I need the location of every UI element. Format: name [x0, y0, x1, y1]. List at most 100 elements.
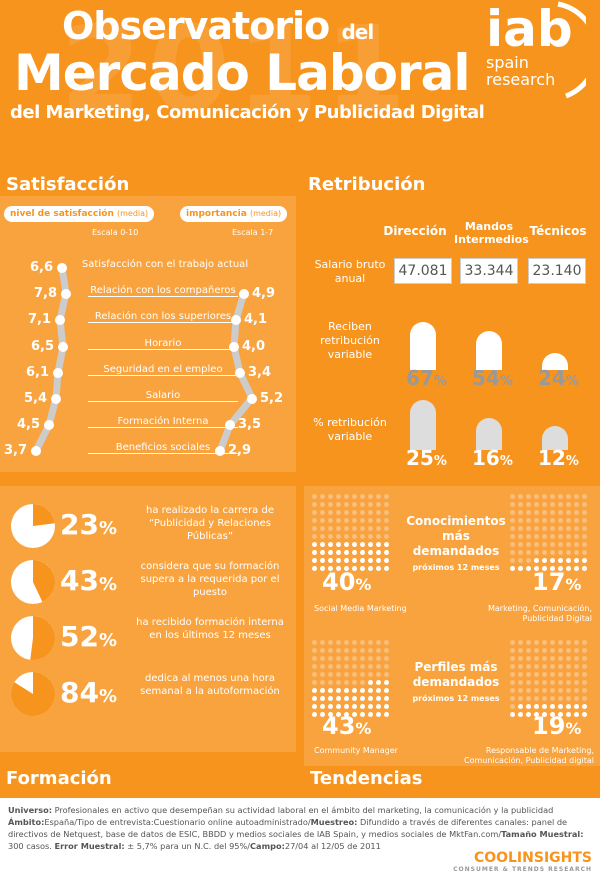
grid-dot — [376, 664, 381, 669]
grid-dot — [368, 640, 373, 645]
title-word-del: del — [341, 20, 374, 44]
iab-logo-arc — [557, 1, 586, 99]
sat-dot — [61, 289, 71, 300]
grid-dot — [384, 502, 389, 507]
tendencias-panel — [304, 486, 600, 766]
grid-dot — [368, 712, 373, 717]
grid-dot — [550, 664, 555, 669]
grid-dot — [360, 648, 365, 653]
grid-dot — [510, 680, 515, 685]
grid-dot — [566, 648, 571, 653]
grid-dot — [376, 672, 381, 677]
grid-dot — [312, 648, 317, 653]
grid-dot — [384, 648, 389, 653]
grid-dot — [312, 558, 317, 563]
variable-bar — [542, 352, 568, 370]
sat-value: 6,6 — [30, 260, 54, 275]
grid-dot — [542, 518, 547, 523]
grid-dot — [526, 494, 531, 499]
grid-dot — [526, 664, 531, 669]
salario-direccion: 47.081 — [394, 258, 452, 284]
grid-dot — [376, 494, 381, 499]
grid-dot — [574, 542, 579, 547]
grid-dot — [566, 502, 571, 507]
grid-dot — [312, 640, 317, 645]
tend-block2-left-label: Community Manager — [314, 746, 398, 755]
grid-dot — [360, 494, 365, 499]
grid-dot — [518, 696, 523, 701]
grid-dot — [550, 518, 555, 523]
year-watermark: 2011 — [60, 0, 413, 138]
tend-block2-left-value: 43% — [322, 712, 372, 740]
imp-value: 5,2 — [260, 391, 284, 406]
grid-dot — [320, 648, 325, 653]
grid-dot — [542, 712, 547, 717]
sat-label: Seguridad en el empleo — [88, 364, 238, 376]
grid-dot — [558, 648, 563, 653]
grid-dot — [510, 494, 515, 499]
sat-label: Satisfacción con el trabajo actual — [81, 259, 249, 270]
grid-dot — [336, 534, 341, 539]
grid-dot — [558, 680, 563, 685]
formacion-text: considera que su formación supera a la r… — [140, 561, 280, 598]
grid-dot — [526, 566, 531, 571]
grid-dot — [582, 680, 587, 685]
grid-dot — [558, 712, 563, 717]
grid-dot — [384, 566, 389, 571]
grid-dot — [582, 696, 587, 701]
grid-dot — [360, 502, 365, 507]
grid-dot — [344, 526, 349, 531]
grid-dot — [384, 688, 389, 693]
grid-dot — [574, 656, 579, 661]
grid-dot — [574, 558, 579, 563]
grid-dot — [574, 640, 579, 645]
grid-dot — [352, 640, 357, 645]
formacion-value: 43% — [60, 564, 118, 597]
grid-dot — [368, 558, 373, 563]
grid-dot — [352, 672, 357, 677]
grid-dot — [550, 672, 555, 677]
grid-dot — [384, 712, 389, 717]
pct-label: % retribución variable — [313, 416, 387, 443]
grid-dot — [376, 526, 381, 531]
grid-dot — [566, 688, 571, 693]
grid-dot — [510, 526, 515, 531]
grid-dot — [384, 656, 389, 661]
grid-dot — [312, 510, 317, 515]
grid-dot — [368, 526, 373, 531]
grid-dot — [566, 518, 571, 523]
tend-block2-title: Perfiles más demandados próximos 12 meses — [412, 660, 500, 703]
dotgrid-block2-left — [312, 640, 389, 717]
grid-dot — [368, 664, 373, 669]
grid-dot — [384, 550, 389, 555]
grid-dot — [352, 550, 357, 555]
variable-bar — [410, 321, 436, 370]
grid-dot — [518, 680, 523, 685]
grid-dot — [352, 518, 357, 523]
grid-dot — [352, 656, 357, 661]
grid-dot — [312, 664, 317, 669]
grid-dot — [542, 672, 547, 677]
grid-dot — [336, 558, 341, 563]
grid-dot — [368, 656, 373, 661]
grid-dot — [320, 542, 325, 547]
grid-dot — [534, 664, 539, 669]
formacion-text: dedica al menos una hora semanal a la au… — [140, 673, 280, 697]
grid-dot — [550, 712, 555, 717]
imp-dot — [247, 394, 257, 404]
sat-value: 6,5 — [31, 338, 55, 354]
grid-dot — [376, 712, 381, 717]
grid-dot — [376, 558, 381, 563]
grid-dot — [328, 696, 333, 701]
grid-dot — [566, 696, 571, 701]
grid-dot — [526, 510, 531, 515]
grid-dot — [352, 542, 357, 547]
sat-dot — [51, 394, 61, 404]
grid-dot — [566, 542, 571, 547]
grid-dot — [328, 656, 333, 661]
grid-dot — [550, 558, 555, 563]
grid-dot — [328, 664, 333, 669]
grid-dot — [320, 688, 325, 693]
tend-block1-title: Conocimientos más demandados próximos 12 … — [406, 514, 506, 572]
grid-dot — [518, 510, 523, 515]
